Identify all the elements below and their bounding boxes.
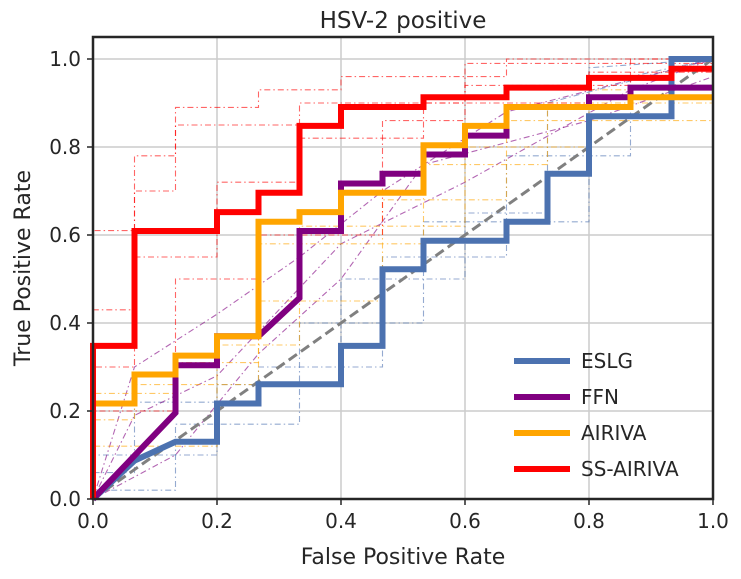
x-tick-label-5: 1.0 (697, 509, 729, 533)
x-tick-label-3: 0.6 (449, 509, 481, 533)
series-line-ss-airiva (90, 65, 713, 499)
y-tick-label-4: 0.8 (49, 135, 81, 159)
legend-label-ss-airiva: SS-AIRIVA (581, 457, 679, 481)
chart-title: HSV-2 positive (320, 8, 487, 34)
y-tick-label-5: 1.0 (49, 47, 81, 71)
y-axis-title: True Positive Rate (11, 170, 36, 367)
x-tick-label-2: 0.4 (325, 509, 357, 533)
fold-curve-2 (92, 58, 714, 499)
fold-curve-11 (92, 58, 713, 499)
legend: ESLG FFN AIRIVA SS-AIRIVA (514, 349, 679, 481)
y-tick-label-1: 0.2 (49, 399, 81, 423)
series-line-airiva (90, 94, 713, 499)
fold-curve-6 (92, 120, 713, 499)
plot-frame (91, 35, 715, 501)
y-tick-label-2: 0.4 (49, 311, 81, 335)
fold-curve-1 (92, 58, 714, 499)
legend-label-ffn: FFN (581, 385, 619, 409)
legend-label-airiva: AIRIVA (581, 421, 647, 445)
y-axis-ticks: 0.0 0.2 0.4 0.6 0.8 1.0 (49, 47, 93, 511)
x-axis-ticks: 0.0 0.2 0.4 0.6 0.8 1.0 (77, 499, 729, 533)
x-tick-label-4: 0.8 (573, 509, 605, 533)
roc-series (90, 56, 713, 502)
chance-diagonal (92, 57, 714, 501)
series-line-eslg (90, 56, 713, 502)
y-tick-label-3: 0.6 (49, 223, 81, 247)
legend-label-eslg: ESLG (581, 349, 633, 373)
diagonal-line (92, 57, 714, 501)
y-tick-label-0: 0.0 (49, 487, 81, 511)
x-tick-label-0: 0.0 (77, 509, 109, 533)
x-tick-label-1: 0.2 (201, 509, 233, 533)
x-axis-title: False Positive Rate (301, 545, 505, 570)
